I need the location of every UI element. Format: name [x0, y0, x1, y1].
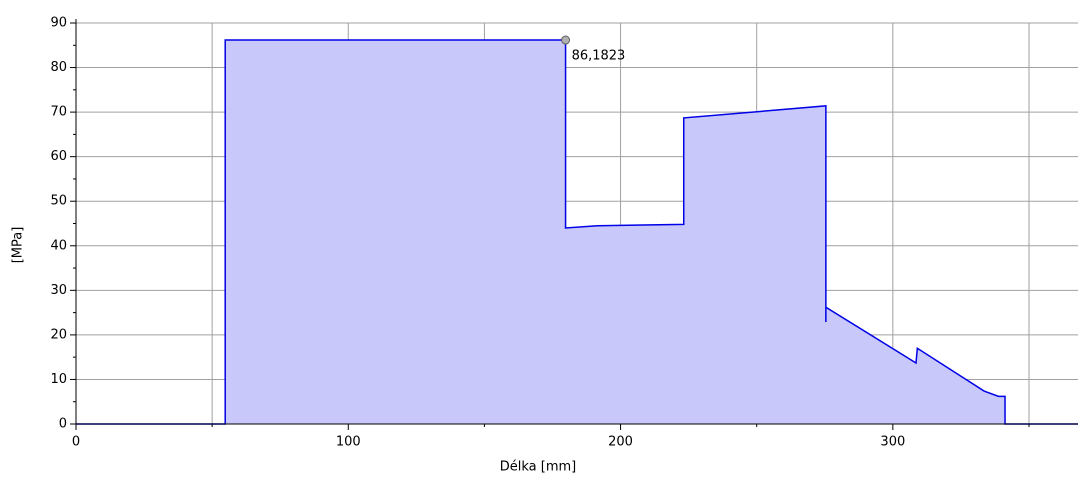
annotation-label: 86,1823	[572, 49, 626, 64]
y-axis-title: [MPa]	[11, 227, 26, 264]
y-tick-label: 10	[50, 372, 67, 387]
x-axis-title: Délka [mm]	[500, 460, 577, 475]
x-tick-label: 300	[880, 435, 905, 450]
y-tick-label: 50	[50, 194, 67, 209]
y-tick-label: 60	[50, 149, 67, 164]
y-tick-label: 70	[50, 105, 67, 120]
line	[76, 39, 1078, 425]
x-tick-label: 0	[72, 435, 80, 450]
y-tick-label: 90	[50, 16, 67, 31]
y-tick-label: 20	[50, 327, 67, 342]
x-tick-label: 200	[608, 435, 633, 450]
y-tick-label: 0	[59, 417, 67, 432]
y-tick-label: 80	[50, 60, 67, 75]
x-tick-label: 100	[336, 435, 361, 450]
y-tick-label: 30	[50, 283, 67, 298]
y-tick-label: 40	[50, 238, 67, 253]
area-fill	[76, 40, 1078, 424]
annotation-marker	[561, 35, 571, 45]
